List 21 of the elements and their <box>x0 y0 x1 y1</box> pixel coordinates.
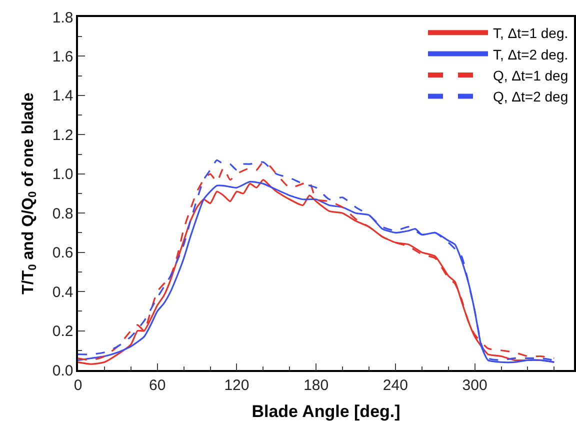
y-tick-label: 1.8 <box>52 9 74 26</box>
x-tick-label: 120 <box>224 376 250 394</box>
x-tick-label: 0 <box>74 376 82 394</box>
x-tick-label: 240 <box>382 376 408 394</box>
legend-label: Q, Δt=1 deg <box>493 67 568 84</box>
x-tick-label: 180 <box>304 376 329 394</box>
y-tick-label: 0.0 <box>52 362 74 380</box>
y-tick-label: 1.6 <box>52 48 74 66</box>
legend-label: Q, Δt=2 deg <box>493 88 568 105</box>
y-tick-label: 0.2 <box>52 323 74 340</box>
legend-label: T, Δt=1 deg. <box>493 25 568 42</box>
x-tick-label: 300 <box>462 376 488 394</box>
y-tick-label: 1.4 <box>52 88 74 105</box>
legend-label: T, Δt=2 deg. <box>493 46 568 62</box>
y-tick-label: 1.0 <box>52 166 74 184</box>
x-axis-title: Blade Angle [deg.] <box>252 402 400 421</box>
y-tick-label: 0.6 <box>52 244 74 262</box>
y-tick-label: 0.8 <box>52 205 74 222</box>
y-tick-label: 0.4 <box>52 284 74 301</box>
y-tick-label: 1.2 <box>52 126 74 144</box>
x-tick-label: 60 <box>149 376 166 394</box>
